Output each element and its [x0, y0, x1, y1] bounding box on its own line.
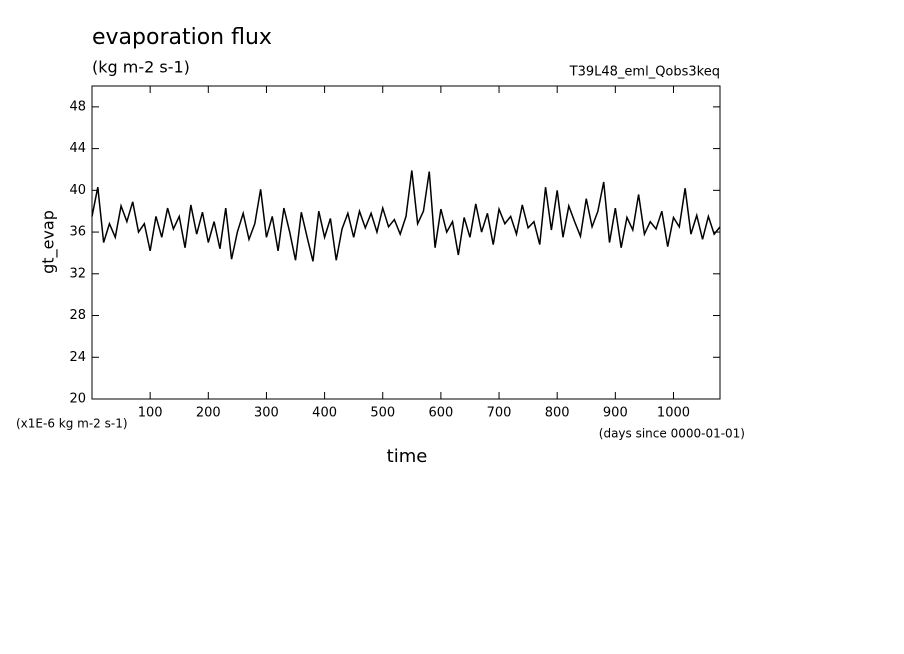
y-tick-label: 24 — [69, 350, 86, 365]
y-tick-label: 44 — [69, 141, 86, 156]
chart-subtitle: (kg m-2 s-1) — [92, 58, 190, 77]
data-line — [91, 170, 721, 262]
x-tick-label: 600 — [428, 406, 453, 421]
y-tick-label: 32 — [69, 266, 86, 281]
x-tick-label: 100 — [138, 406, 163, 421]
x-tick-label: 700 — [487, 406, 512, 421]
x-tick-label: 1000 — [657, 406, 690, 421]
x-unit: (days since 0000-01-01) — [599, 427, 745, 441]
x-tick-label: 500 — [370, 406, 395, 421]
x-tick-label: 300 — [254, 406, 279, 421]
x-tick-label: 400 — [312, 406, 337, 421]
y-axis-label: gt_evap — [39, 210, 59, 274]
y-tick-label: 48 — [69, 99, 86, 114]
x-tick-label: 900 — [603, 406, 628, 421]
y-tick-label: 36 — [69, 225, 86, 240]
x-axis-label: time — [387, 446, 428, 467]
y-tick-label: 20 — [69, 392, 86, 407]
annotation: T39L48_eml_Qobs3keq — [569, 65, 720, 80]
y-unit: (x1E-6 kg m-2 s-1) — [16, 417, 128, 431]
plot-frame — [91, 85, 721, 400]
x-tick-label: 200 — [196, 406, 221, 421]
y-tick-label: 28 — [69, 308, 86, 323]
chart-title: evaporation flux — [92, 25, 272, 50]
y-tick-label: 40 — [69, 183, 86, 198]
x-tick-label: 800 — [545, 406, 570, 421]
